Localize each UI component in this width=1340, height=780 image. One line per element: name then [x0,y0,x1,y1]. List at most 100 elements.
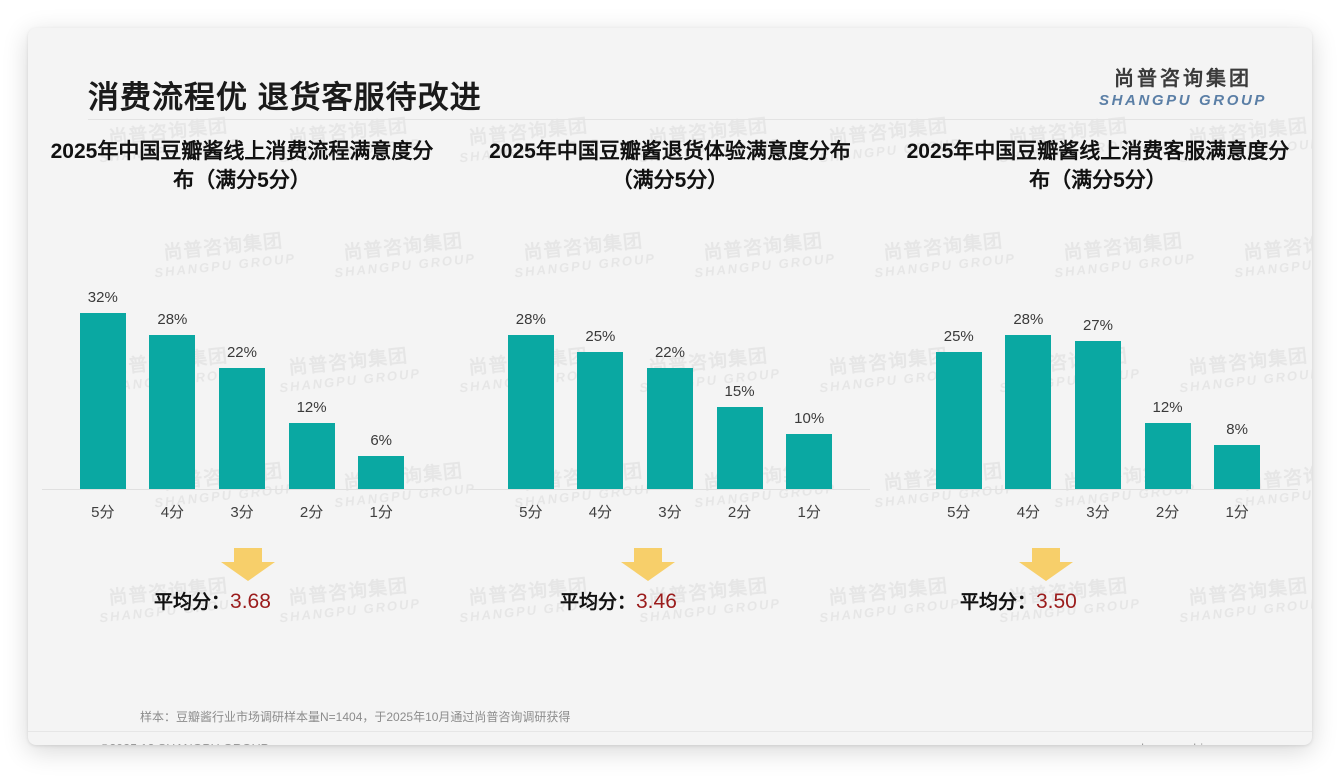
chart-title: 2025年中国豆瓣酱线上消费客服满意度分布（满分5分） [906,140,1290,192]
slide-canvas: 尚普咨询集团 SHANGPU GROUP 尚普咨询集团 SHANGPU GROUP 尚普… [28,28,1312,745]
bar [1005,335,1052,489]
average-score-label: 平均分： [559,592,636,613]
bar [149,335,196,489]
copyright-text: ©2025.12 SHANGPU GROUP [100,742,269,745]
down-arrow-icon [220,548,276,582]
x-axis-tick-label: 1分 [369,504,393,521]
page-title: 消费流程优 退货客服待改进 [88,80,482,115]
logo-chinese-text: 尚普咨询集团 [1114,68,1252,90]
bar-group: 8% [1206,260,1269,489]
x-axis-tick-label: 5分 [519,504,543,521]
x-axis-tick-label: 2分 [299,504,324,521]
average-score-text: 平均分：3.68 [154,587,271,614]
bar [646,368,693,489]
down-arrow-icon [1018,548,1074,582]
chart-panel: 2025年中国豆瓣酱线上消费客服满意度分布（满分5分） 25% 28% 27% 12% 8… [884,138,1312,624]
bar-group: 28% [499,260,562,489]
x-axis-tick-label: 4分 [1016,504,1041,521]
average-score-text: 平均分：3.50 [960,587,1077,614]
bar-group: 6% [350,260,413,489]
chart-panel: 2025年中国豆瓣酱退货体验满意度分布（满分5分） 28% 25% 22% 15% 10%… [456,138,884,624]
average-score-text: 平均分：3.46 [560,587,677,614]
bar [358,456,405,489]
average-score-value: 3.68 [230,590,271,613]
down-arrow-icon [620,548,676,582]
logo-english-text: SHANGPU GROUP [1099,92,1267,109]
bar-group: 27% [1067,260,1130,489]
bar [1214,445,1261,489]
bar-value-label: 27% [1082,317,1113,334]
chart-title: 2025年中国豆瓣酱退货体验满意度分布（满分5分） [489,140,851,192]
x-axis-tick-label: 5分 [91,504,115,521]
bar [786,434,833,489]
bar-group: 25% [927,260,990,489]
slide-footer: ©2025.12 SHANGPU GROUP www.shangpu-china… [28,731,1312,745]
bar-chart-plot: 25% 28% 27% 12% 8% [897,260,1298,490]
average-score-value: 3.50 [1035,590,1077,613]
bar-group: 28% [141,260,204,489]
header-divider [88,119,1253,120]
x-axis-tick-label: 3分 [1086,504,1110,521]
bar-value-label: 32% [87,289,118,306]
x-axis-tick-label: 2分 [1155,504,1180,521]
x-axis-tick-label: 3分 [230,504,254,521]
bar-value-label: 28% [515,311,546,328]
bar-value-label: 28% [1013,311,1044,328]
bar-value-label: 8% [1226,421,1248,438]
bar-value-label: 22% [654,344,685,361]
x-axis-tick-label: 2分 [727,504,752,521]
chart-panel: 2025年中国豆瓣酱线上消费流程满意度分布（满分5分） 32% 28% 22% 12% 6… [28,138,456,624]
bar [577,352,624,489]
x-axis-tick-label: 1分 [1225,504,1249,521]
average-score-label: 平均分： [154,592,231,613]
bar-value-label: 25% [943,328,974,345]
bar [1144,423,1191,489]
average-score-annotation: 平均分：3.68 [42,548,442,624]
bar-chart-plot: 32% 28% 22% 12% 6% [42,260,442,490]
bar-group: 28% [997,260,1060,489]
bar-value-label: 22% [226,344,257,361]
average-score-annotation: 平均分：3.46 [470,548,870,624]
bar-group: 12% [280,260,343,489]
bar-value-label: 15% [724,383,755,400]
x-axis-labels: 5分 4分 3分 2分 1分 [898,501,1298,522]
x-axis-tick-label: 4分 [160,504,185,521]
bar-value-label: 10% [794,410,825,427]
bar-group: 32% [71,260,134,489]
bar [716,407,763,489]
bar-value-label: 25% [585,328,616,345]
bar-value-label: 6% [370,432,393,449]
bar-value-label: 12% [1152,399,1183,416]
website-url[interactable]: www.shangpu-china.com [1105,742,1244,745]
charts-row: 2025年中国豆瓣酱线上消费流程满意度分布（满分5分） 32% 28% 22% 12% 6… [28,138,1312,624]
bar [288,423,335,489]
bar-group: 10% [778,260,841,489]
average-score-value: 3.46 [636,590,677,613]
footer-divider [28,731,1312,732]
bar [1074,341,1121,489]
bar-group: 22% [639,260,702,489]
bar [507,335,554,489]
x-axis-tick-label: 5分 [947,504,971,521]
bar-group: 12% [1136,260,1199,489]
bar [935,352,982,489]
x-axis-labels: 5分 4分 3分 2分 1分 [470,501,870,522]
chart-title: 2025年中国豆瓣酱线上消费流程满意度分布（满分5分） [50,140,434,192]
bar [218,368,265,489]
bar [79,313,126,489]
bar-group: 15% [708,260,771,489]
brand-logo: 尚普咨询集团 SHANGPU GROUP [1099,62,1267,109]
bar-value-label: 28% [157,311,188,328]
bar-value-label: 12% [296,399,327,416]
average-score-annotation: 平均分：3.50 [898,548,1298,624]
x-axis-tick-label: 3分 [658,504,682,521]
average-score-label: 平均分： [959,592,1036,613]
source-footnote: 样本：豆瓣酱行业市场调研样本量N=1404，于2025年10月通过尚普咨询调研获… [140,710,571,724]
x-axis-tick-label: 4分 [588,504,613,521]
x-axis-tick-label: 1分 [797,504,821,521]
bar-chart-plot: 28% 25% 22% 15% 10% [469,260,870,490]
slide-header: 消费流程优 退货客服待改进 尚普咨询集团 SHANGPU GROUP [28,28,1312,120]
bar-group: 25% [569,260,632,489]
x-axis-labels: 5分 4分 3分 2分 1分 [42,501,442,522]
bar-group: 22% [211,260,274,489]
